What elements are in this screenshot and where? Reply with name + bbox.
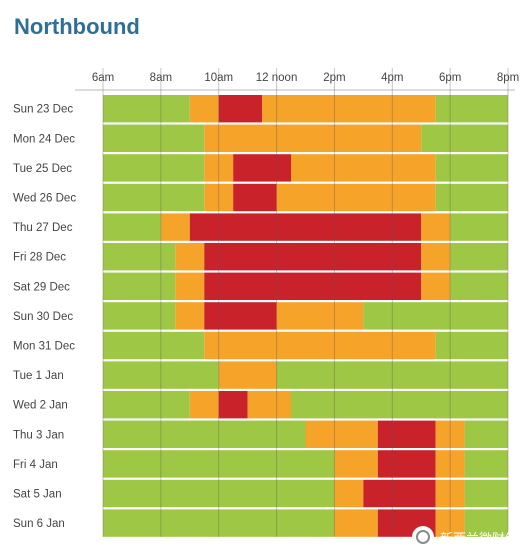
row-label: Fri 4 Jan xyxy=(13,459,58,471)
row-label: Sun 30 Dec xyxy=(13,311,73,323)
heatmap-cell xyxy=(247,391,292,419)
heatmap-cell xyxy=(103,509,335,537)
heatmap-cell xyxy=(103,450,335,478)
heatmap-cell xyxy=(189,391,219,419)
heatmap-cell xyxy=(204,272,422,300)
row-label: Thu 27 Dec xyxy=(13,222,73,234)
row-label: Sun 23 Dec xyxy=(13,104,73,116)
heatmap-cell xyxy=(464,479,508,508)
heatmap-cell xyxy=(421,124,508,152)
row-label: Sun 6 Jan xyxy=(13,518,65,530)
heatmap-cell xyxy=(189,213,422,241)
watermark-text: 新西兰微财经 xyxy=(439,530,518,546)
heatmap-cell xyxy=(103,391,190,419)
heatmap-cell xyxy=(233,183,277,212)
x-tick-label: 8am xyxy=(150,72,172,84)
row-label: Sat 29 Dec xyxy=(13,281,70,293)
x-tick-label: 6am xyxy=(92,72,114,84)
x-tick-label: 2pm xyxy=(323,72,345,84)
row-label: Thu 3 Jan xyxy=(13,429,64,441)
row-label: Sat 5 Jan xyxy=(13,489,62,501)
heatmap-cell xyxy=(334,450,378,478)
heatmap-cell xyxy=(450,213,508,241)
heatmap-cell xyxy=(103,331,205,360)
x-tick-label: 6pm xyxy=(439,72,461,84)
heatmap-cell xyxy=(464,509,508,537)
heatmap-cell xyxy=(421,272,451,300)
row-label: Wed 2 Jan xyxy=(13,400,68,412)
heatmap-cell xyxy=(305,420,378,448)
heatmap-cell xyxy=(103,243,176,271)
heatmap-cell xyxy=(377,420,436,448)
heatmap-cell xyxy=(204,154,234,182)
heatmap-cell xyxy=(262,95,436,123)
heatmap-cell xyxy=(435,420,465,448)
heatmap-cell xyxy=(103,272,176,300)
heatmap-cell xyxy=(421,243,451,271)
heatmap-cell xyxy=(103,302,176,330)
heatmap-cell xyxy=(218,95,263,123)
heatmap-cell xyxy=(204,124,422,152)
heatmap-cell xyxy=(435,331,508,360)
heatmap-cell xyxy=(218,361,277,389)
heatmap-cell xyxy=(334,509,378,537)
x-tick-label: 8pm xyxy=(497,72,519,84)
row-label: Wed 26 Dec xyxy=(13,193,76,205)
heatmap-cell xyxy=(363,479,436,508)
heatmap-cell xyxy=(204,183,234,212)
heatmap-cell xyxy=(103,479,335,508)
heatmap-cell xyxy=(103,213,161,241)
heatmap-cell xyxy=(160,213,190,241)
heatmap-cell xyxy=(175,272,205,300)
heatmap-cell xyxy=(103,420,306,448)
heatmap-cell xyxy=(175,302,205,330)
heatmap-cell xyxy=(175,243,205,271)
heatmap-cell xyxy=(450,243,508,271)
heatmap-cell xyxy=(189,95,219,123)
heatmap-cell xyxy=(103,183,205,212)
wechat-logo-icon xyxy=(411,526,434,548)
x-tick-label: 12 noon xyxy=(256,72,298,84)
heatmap-cell xyxy=(334,479,364,508)
row-label: Tue 1 Jan xyxy=(13,370,64,382)
heatmap-cell xyxy=(421,213,451,241)
row-label: Tue 25 Dec xyxy=(13,163,72,175)
chart-title: Northbound xyxy=(14,14,140,39)
heatmap-cell xyxy=(103,361,219,389)
heatmap-cell xyxy=(291,154,436,182)
row-label: Fri 28 Dec xyxy=(13,252,66,264)
row-label: Mon 31 Dec xyxy=(13,341,75,353)
heatmap-cell xyxy=(435,183,508,212)
heatmap-cell xyxy=(464,450,508,478)
heatmap-cell xyxy=(276,361,508,389)
heatmap-cell xyxy=(435,95,508,123)
heatmap-cell xyxy=(276,302,364,330)
heatmap-cell xyxy=(276,183,436,212)
heatmap-cell xyxy=(233,154,292,182)
watermark: 新西兰微财经 xyxy=(411,526,518,548)
heatmap-cell xyxy=(204,331,436,360)
heatmap-cell xyxy=(363,302,508,330)
heatmap-cell xyxy=(464,420,508,448)
x-tick-label: 10am xyxy=(204,72,233,84)
heatmap-cell xyxy=(435,154,508,182)
heatmap-cell xyxy=(435,479,465,508)
heatmap-cell xyxy=(291,391,508,419)
x-tick-label: 4pm xyxy=(381,72,403,84)
row-label: Mon 24 Dec xyxy=(13,133,75,145)
heatmap-cell xyxy=(103,154,205,182)
heatmap-cell xyxy=(103,124,205,152)
heatmap-cell xyxy=(450,272,508,300)
heatmap-cell xyxy=(435,509,465,537)
heatmap-cell xyxy=(218,391,248,419)
heatmap-cell xyxy=(103,95,190,123)
heatmap-cell xyxy=(435,450,465,478)
heatmap-cell xyxy=(377,450,436,478)
heatmap-cell xyxy=(204,302,277,330)
heatmap-cell xyxy=(204,243,422,271)
